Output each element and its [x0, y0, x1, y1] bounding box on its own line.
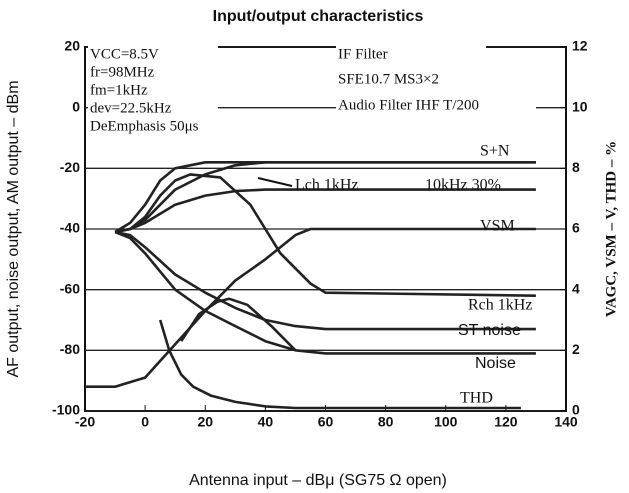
text-bg	[336, 46, 486, 64]
y-tick-label: -20	[60, 159, 80, 175]
series-line	[114, 173, 536, 297]
condition: fr=98MHz	[90, 64, 155, 80]
text-bg	[336, 71, 486, 89]
series-line	[85, 227, 536, 388]
y-tick-label: 0	[72, 98, 80, 114]
series-line	[180, 297, 297, 352]
text-bg	[88, 118, 218, 136]
pointer-arrow	[257, 177, 293, 187]
text-bg	[88, 100, 218, 118]
series-line	[114, 161, 536, 234]
y2-tick-label: 4	[572, 280, 580, 296]
y-tick-label: -100	[52, 402, 80, 418]
condition: VCC=8.5V	[90, 46, 159, 62]
filter-label: Audio Filter IHF T/200	[338, 97, 479, 113]
x-tick-label: 80	[378, 414, 394, 430]
y2-tick-label: 12	[572, 38, 588, 54]
curve-label: THD	[460, 390, 493, 407]
x-tick-label: 100	[434, 414, 458, 430]
curve-label: Lch 1kHz	[295, 177, 359, 194]
condition: DeEmphasis 50μs	[90, 118, 199, 134]
text-bg	[88, 82, 218, 100]
y-tick-label: -80	[60, 341, 80, 357]
y2-tick-label: 10	[572, 98, 588, 114]
text-bg	[336, 97, 536, 115]
curve-label: Rch 1kHz	[468, 297, 532, 314]
y2-tick-label: 0	[572, 402, 580, 418]
y-axis-label: AF output, noise output, AM output – dBm	[5, 80, 22, 377]
filter-label: SFE10.7 MS3×2	[338, 71, 439, 87]
x-tick-label: 140	[554, 414, 578, 430]
y-tick-label: -60	[60, 280, 80, 296]
curve-label: Noise	[475, 355, 516, 372]
curve-label: S+N	[480, 143, 510, 160]
y2-tick-label: 8	[572, 159, 580, 175]
x-tick-label: 20	[197, 414, 213, 430]
y2-tick-label: 2	[572, 341, 580, 357]
series-line	[114, 161, 536, 234]
text-bg	[88, 46, 218, 64]
y-tick-label: -40	[60, 220, 80, 236]
series-line	[114, 230, 536, 331]
series-line	[114, 188, 536, 234]
curve-label: ST noise	[458, 322, 521, 339]
chart-title: Input/output characteristics	[213, 8, 424, 25]
x-tick-label: -20	[75, 414, 95, 430]
condition: dev=22.5kHz	[90, 100, 172, 116]
series-line	[114, 230, 536, 355]
text-bg	[88, 64, 218, 82]
x-axis-label: Antenna input – dBμ (SG75 Ω open)	[189, 472, 447, 489]
curve-label: 10kHz 30%	[425, 177, 501, 194]
filter-label: IF Filter	[338, 46, 388, 62]
y2-tick-label: 6	[572, 220, 580, 236]
curve-label: VSM	[480, 218, 515, 235]
x-tick-label: 0	[141, 414, 149, 430]
x-tick-label: 60	[318, 414, 334, 430]
y2-axis-label: VAGC, VSM – V, THD – %	[603, 141, 619, 317]
y-tick-label: 20	[64, 38, 80, 54]
series-line	[158, 319, 521, 410]
x-tick-label: 40	[258, 414, 274, 430]
x-tick-label: 120	[494, 414, 518, 430]
condition: fm=1kHz	[90, 82, 148, 98]
